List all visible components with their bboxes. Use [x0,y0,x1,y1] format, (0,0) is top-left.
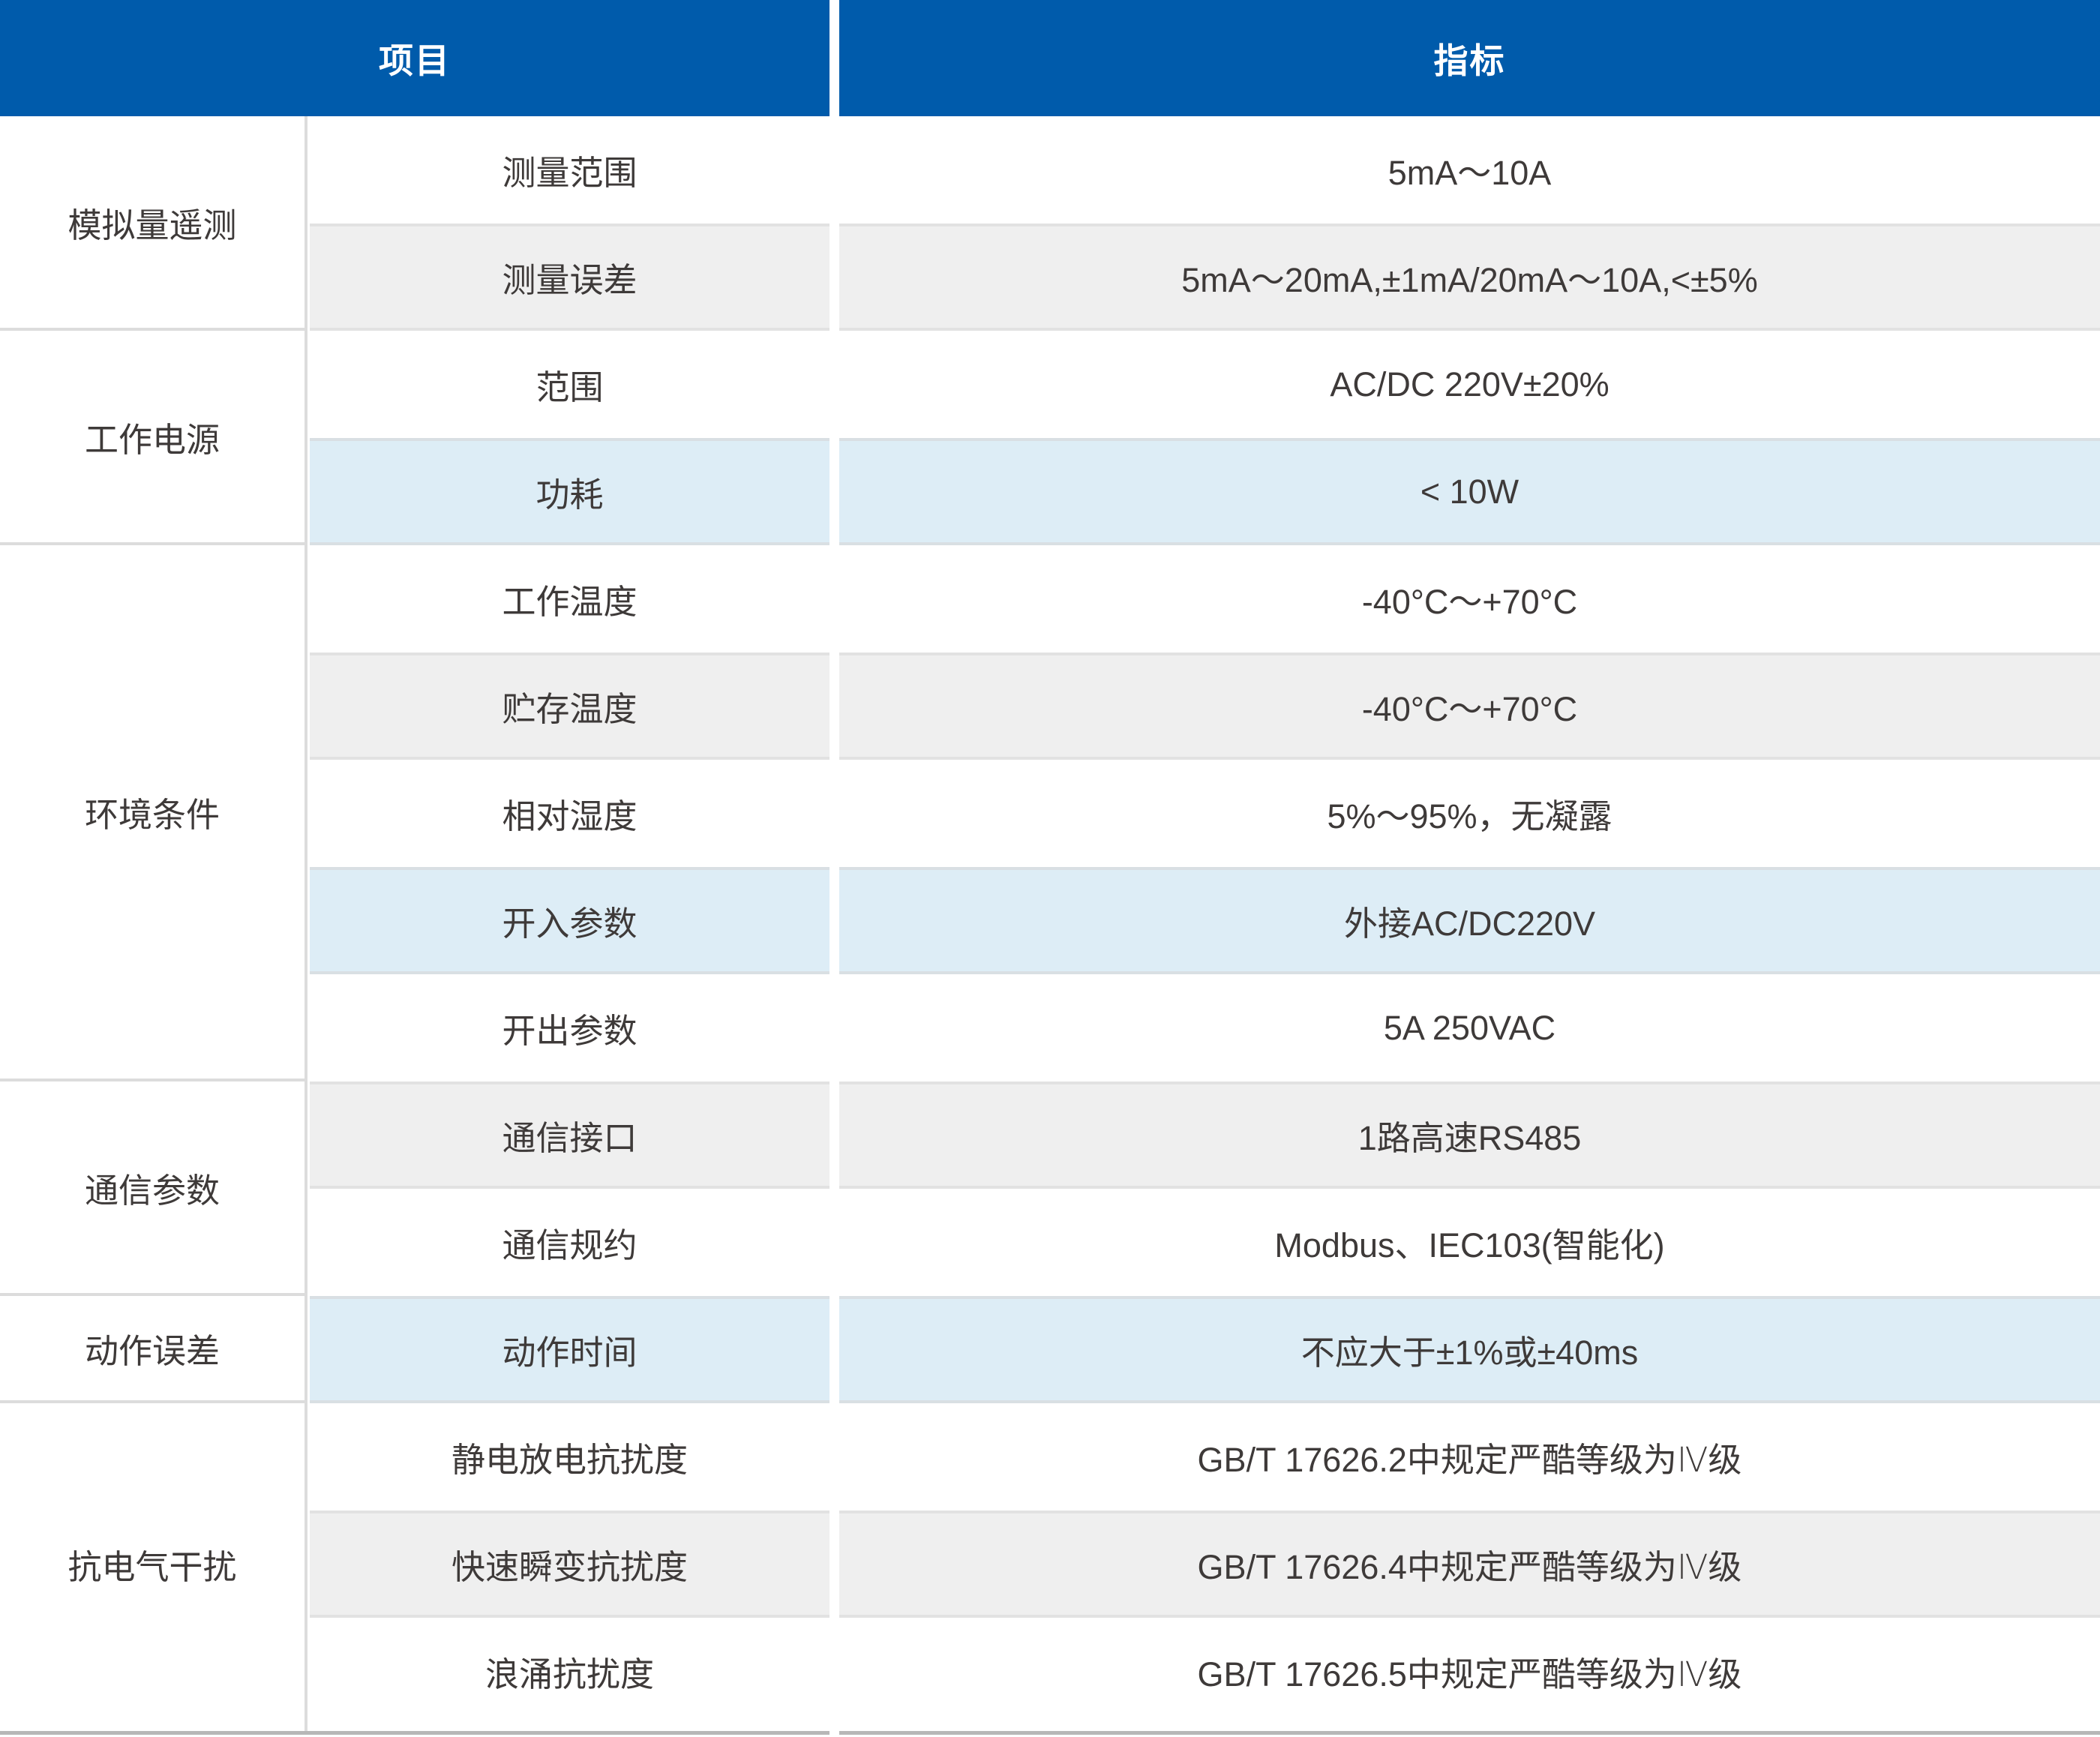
item-cell-highlighted: 功耗 [310,438,830,545]
item-cell: 静电放电抗扰度 [310,1403,830,1510]
group-analog-telemetry: 模拟量遥测 测量范围 测量误差 5mA～10A 5mA～20mA,±1mA/20… [0,116,2100,331]
group-label: 模拟量遥测 [0,116,308,331]
column-divider [308,116,310,331]
value-cell: Modbus、IEC103(智能化) [839,1189,2100,1296]
item-cell: 开出参数 [310,974,830,1082]
column-divider [308,545,310,1082]
value-cell: 1路高速RS485 [839,1082,2100,1189]
item-cell: 范围 [310,331,830,438]
header-column-gap [830,0,839,116]
item-cell: 通信接口 [310,1082,830,1189]
item-cell: 通信规约 [310,1189,830,1296]
item-cell: 工作温度 [310,545,830,652]
column-divider [308,1403,310,1725]
bottom-border-right-segment [839,1731,2100,1735]
value-cell: GB/T 17626.4中规定严酷等级为Ⅳ级 [839,1510,2100,1618]
item-cell: 贮存温度 [310,652,830,760]
value-cell: GB/T 17626.2中规定严酷等级为Ⅳ级 [839,1403,2100,1510]
item-cell: 浪涌抗扰度 [310,1618,830,1725]
item-cell-highlighted: 动作时间 [310,1296,830,1403]
value-cell: 5mA～10A [839,116,2100,224]
column-gap [830,1403,839,1725]
bottom-border-left-segment [0,1731,830,1735]
group-action-error: 动作误差 动作时间 不应大于±1%或±40ms [0,1296,2100,1403]
item-cell: 快速瞬变抗扰度 [310,1510,830,1618]
item-cell: 相对湿度 [310,760,830,867]
column-gap [830,331,839,545]
group-environment: 环境条件 工作温度 贮存温度 相对湿度 开入参数 开出参数 -40°C～+70°… [0,545,2100,1082]
item-cell: 测量范围 [310,116,830,224]
value-cell: 5mA～20mA,±1mA/20mA～10A,<±5% [839,224,2100,331]
column-divider-stub [304,1725,308,1731]
table-bottom-border [0,1725,2100,1737]
value-cell: 5A 250VAC [839,974,2100,1082]
value-cell-highlighted: < 10W [839,438,2100,545]
group-label: 动作误差 [0,1296,308,1403]
value-cell-highlighted: 不应大于±1%或±40ms [839,1296,2100,1403]
column-gap [830,1082,839,1296]
group-emc-immunity: 抗电气干扰 静电放电抗扰度 快速瞬变抗扰度 浪涌抗扰度 GB/T 17626.2… [0,1403,2100,1725]
value-cell-highlighted: 外接AC/DC220V [839,867,2100,974]
group-label: 工作电源 [0,331,308,545]
group-communication: 通信参数 通信接口 通信规约 1路高速RS485 Modbus、IEC103(智… [0,1082,2100,1296]
group-label: 环境条件 [0,545,308,1082]
group-working-power: 工作电源 范围 功耗 AC/DC 220V±20% < 10W [0,331,2100,545]
table-header-row: 项目 指标 [0,0,2100,116]
table-body: 模拟量遥测 测量范围 测量误差 5mA～10A 5mA～20mA,±1mA/20… [0,116,2100,1725]
column-gap [830,116,839,331]
value-cell: GB/T 17626.5中规定严酷等级为Ⅳ级 [839,1618,2100,1725]
column-gap [830,545,839,1082]
header-cell-item: 项目 [0,0,830,116]
column-divider [308,331,310,545]
value-cell: AC/DC 220V±20% [839,331,2100,438]
value-cell: -40°C～+70°C [839,652,2100,760]
column-divider [308,1082,310,1296]
group-label: 通信参数 [0,1082,308,1296]
item-cell-highlighted: 开入参数 [310,867,830,974]
header-cell-spec: 指标 [839,0,2100,116]
column-divider [308,1296,310,1403]
column-gap [830,1296,839,1403]
value-cell: 5%～95%，无凝露 [839,760,2100,867]
item-cell: 测量误差 [310,224,830,331]
value-cell: -40°C～+70°C [839,545,2100,652]
group-label: 抗电气干扰 [0,1403,308,1725]
